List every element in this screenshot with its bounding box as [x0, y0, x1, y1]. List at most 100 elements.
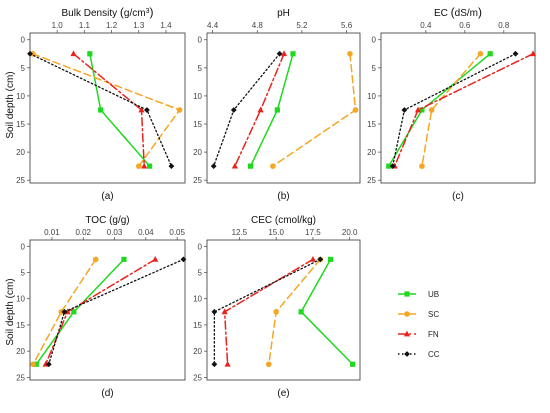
panel-b: pH 4.4 4.8 5.2 5.6 0 5 10 15 20 25 (b) — [193, 8, 361, 202]
data-point-sc — [58, 309, 65, 315]
legend-marker — [404, 311, 410, 317]
data-point-sc — [419, 163, 425, 169]
data-point-fn — [141, 162, 148, 169]
plot-frame — [29, 239, 186, 381]
y-tick-label: 25 — [193, 176, 202, 185]
data-point-fn — [529, 50, 537, 57]
y-tick-label: 5 — [372, 64, 377, 73]
y-tick-label: 5 — [198, 269, 203, 278]
y-tick-label: 15 — [367, 120, 376, 129]
data-point-ub — [298, 309, 304, 315]
data-point-sc — [135, 163, 142, 169]
data-point-cc — [211, 361, 218, 368]
panel-label: (e) — [277, 388, 289, 399]
x-tick-label: 0.02 — [75, 228, 91, 237]
panel-title: pH — [277, 8, 290, 19]
data-point-ub — [121, 256, 127, 263]
y-tick-label: 5 — [21, 64, 26, 73]
plot-frame — [206, 32, 361, 184]
data-point-fn — [138, 106, 145, 113]
series-line-sc — [421, 53, 482, 167]
x-tick-label: 0.01 — [44, 228, 60, 237]
panel-e: CEC (cmol/kg)12.5 15.0 17.5 20.0 0 5 10 15 20 25 (… — [193, 215, 361, 399]
data-point-cc — [45, 361, 52, 368]
data-point-ub — [350, 361, 356, 367]
y-tick-label: 5 — [21, 269, 26, 278]
legend-item-fn: FN — [398, 330, 439, 339]
data-point-ub — [290, 51, 296, 57]
x-tick-label: 5.2 — [296, 21, 308, 30]
data-point-cc — [61, 308, 68, 315]
data-point-ub — [487, 51, 493, 57]
data-point-ub — [98, 107, 104, 113]
data-point-ub — [327, 256, 334, 263]
y-tick-label: 15 — [16, 120, 25, 129]
data-point-fn — [280, 50, 288, 57]
data-point-fn — [70, 50, 77, 57]
data-point-ub — [71, 309, 77, 315]
x-tick-label: 4.8 — [252, 21, 264, 30]
x-tick-label: 0.05 — [169, 228, 185, 237]
panel-label: (c) — [452, 191, 464, 202]
data-point-cc — [230, 107, 237, 113]
x-tick-label: 1.0 — [52, 21, 64, 30]
data-point-fn — [414, 106, 422, 113]
x-tick-label: 4.4 — [207, 21, 219, 30]
legend: UB SC FN CC — [398, 290, 440, 359]
y-tick-label: 25 — [16, 176, 25, 185]
x-tick-label: 15.0 — [268, 228, 284, 237]
y-tick-label: 0 — [21, 36, 26, 45]
data-point-sc — [273, 309, 279, 315]
legend-marker — [404, 291, 410, 297]
data-point-sc — [30, 361, 36, 368]
y-tick-label: 15 — [16, 321, 25, 330]
data-point-cc — [276, 50, 283, 57]
data-point-ub — [386, 163, 392, 169]
plot-frame — [29, 32, 186, 184]
y-tick-label: 25 — [193, 373, 202, 382]
legend-label: UB — [428, 290, 439, 299]
x-tick-label: 1.2 — [106, 21, 118, 30]
y-tick-label: 20 — [193, 148, 202, 157]
x-tick-label: 0.6 — [459, 21, 471, 30]
panel-label: (b) — [277, 191, 289, 202]
x-tick-label: 0.04 — [138, 228, 154, 237]
legend-label: SC — [428, 310, 439, 319]
y-tick-label: 10 — [367, 92, 376, 101]
x-tick-label: 1.4 — [160, 21, 172, 30]
y-tick-label: 0 — [21, 242, 26, 251]
x-tick-label: 5.6 — [341, 21, 353, 30]
panel-title: Bulk Density (g/cm3) — [62, 5, 154, 19]
y-axis-label-top: Soil depth (cm) — [5, 71, 16, 138]
y-tick-label: 10 — [16, 92, 25, 101]
data-point-ub — [87, 51, 93, 57]
legend-marker — [403, 330, 411, 337]
data-point-fn — [221, 308, 228, 315]
data-point-cc — [317, 256, 324, 263]
y-tick-label: 20 — [16, 148, 25, 157]
legend-label: FN — [428, 330, 439, 339]
y-tick-label: 25 — [367, 176, 376, 185]
panels: Bulk Density (g/cm3) 1.0 1.1 1.2 1.3 1.4 0 5 10 1… — [16, 5, 537, 399]
data-point-ub — [247, 163, 254, 169]
panel-a: Bulk Density (g/cm3) 1.0 1.1 1.2 1.3 1.4 0 5 10 1… — [16, 5, 186, 202]
data-point-cc — [210, 163, 217, 170]
x-tick-label: 0.03 — [107, 228, 123, 237]
data-point-ub — [419, 107, 425, 113]
y-tick-label: 15 — [193, 321, 202, 330]
y-tick-label: 20 — [367, 148, 376, 157]
legend-item-ub: UB — [398, 290, 439, 299]
data-point-fn — [309, 256, 317, 262]
x-tick-label: 0.4 — [420, 21, 432, 30]
y-tick-label: 20 — [193, 347, 202, 356]
data-point-cc — [27, 50, 33, 57]
legend-label: CC — [428, 350, 440, 359]
y-axis-label-bottom: Soil depth (cm) — [5, 278, 16, 345]
panel-title: TOC (g/g) — [85, 215, 129, 226]
data-point-fn — [152, 256, 159, 262]
y-tick-label: 20 — [16, 347, 25, 356]
x-tick-label: 20.0 — [342, 228, 358, 237]
series-line-cc — [213, 258, 321, 365]
y-tick-label: 0 — [198, 242, 203, 251]
